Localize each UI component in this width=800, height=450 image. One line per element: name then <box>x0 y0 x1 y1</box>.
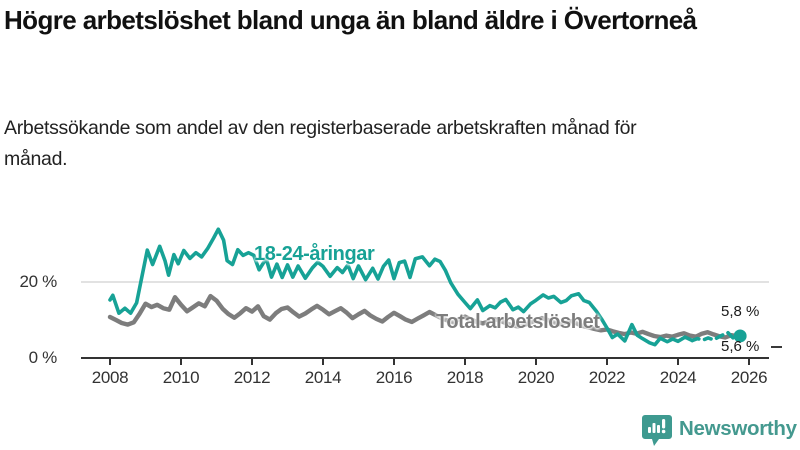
series-end-dot <box>733 329 747 343</box>
x-axis-tick-label: 2016 <box>375 368 413 387</box>
series-line-total <box>107 293 743 340</box>
y-axis-tick-label: 0 % <box>28 348 58 367</box>
y-axis-tick-label: 20 % <box>19 272 57 291</box>
series-label-total: Total arbetslöshet <box>436 311 600 333</box>
x-axis-tick-label: 2020 <box>517 368 555 387</box>
x-axis-tick-label: 2012 <box>233 368 271 387</box>
end-label-leader-dash <box>771 346 782 348</box>
series-line-dashed-young <box>690 330 742 343</box>
series-label-18-24: 18-24-åringar <box>254 243 375 265</box>
end-value-label-total: 5,6 % <box>721 338 760 355</box>
chart-subtitle: Arbetssökande som andel av den registerb… <box>4 117 637 170</box>
newsworthy-brand-link[interactable]: Newsworthy <box>642 414 800 448</box>
newsworthy-logo-icon <box>642 415 672 446</box>
page-title: Högre arbetslöshet bland unga än bland ä… <box>4 5 697 35</box>
x-axis-tick-label: 2008 <box>91 368 129 387</box>
x-axis-tick-label: 2010 <box>162 368 200 387</box>
x-axis-tick-label: 2026 <box>730 368 768 387</box>
end-value-label-18-24: 5,8 % <box>721 303 760 320</box>
x-axis-tick-label: 2024 <box>659 368 697 387</box>
x-axis-tick-label: 2014 <box>304 368 342 387</box>
series-line-young <box>108 227 694 347</box>
x-axis-tick-label: 2018 <box>446 368 484 387</box>
x-axis-tick-label: 2022 <box>588 368 626 387</box>
brand-name: Newsworthy <box>679 417 797 440</box>
